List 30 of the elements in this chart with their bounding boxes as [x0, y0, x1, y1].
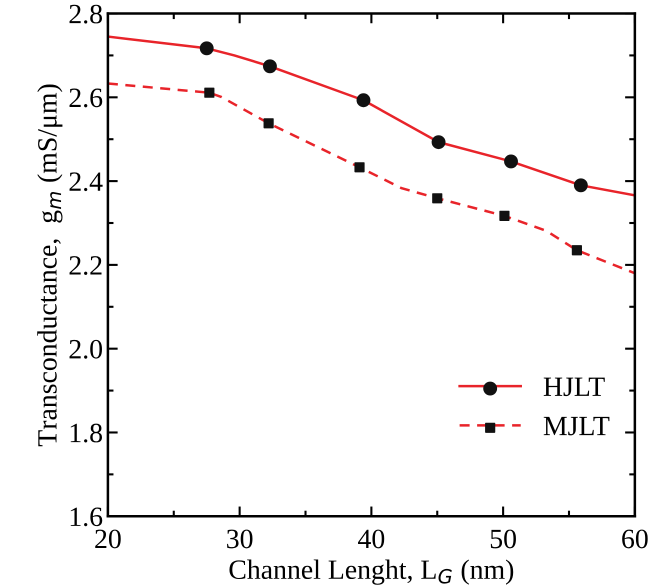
y-axis-title: Transconductance, g$_{m}$ (mS/μm) [37, 84, 62, 446]
legend-label: MJLT [544, 416, 610, 436]
x-axis-title: Channel Lenght, L$_{G}$ (nm) [229, 560, 514, 585]
y-tick-label: 2.8 [70, 4, 102, 24]
point [264, 118, 274, 128]
point [200, 41, 214, 56]
x-tick-label: 60 [622, 530, 648, 548]
y-tick-label: 2.0 [70, 340, 102, 359]
legend-label: HJLT [544, 378, 605, 396]
y-tick-label: 1.6 [70, 508, 102, 526]
y-tick-label: 1.8 [70, 424, 102, 443]
x-tick-label: 30 [227, 530, 252, 548]
point [263, 59, 277, 74]
point [574, 178, 588, 192]
point [432, 135, 446, 150]
x-tick-label: 20 [95, 530, 121, 548]
x-tick-label: 40 [358, 530, 384, 548]
y-tick-label: 2.2 [70, 256, 102, 275]
point [204, 88, 214, 98]
point [432, 193, 442, 204]
line-series [108, 35, 635, 197]
point [504, 154, 518, 168]
point [499, 210, 510, 221]
point [572, 245, 582, 256]
point [356, 93, 370, 108]
line-series [108, 82, 635, 275]
y-tick-label: 2.6 [70, 88, 102, 108]
point [354, 162, 365, 172]
y-tick-label: 2.4 [70, 172, 103, 192]
x-tick-label: 50 [490, 530, 516, 548]
